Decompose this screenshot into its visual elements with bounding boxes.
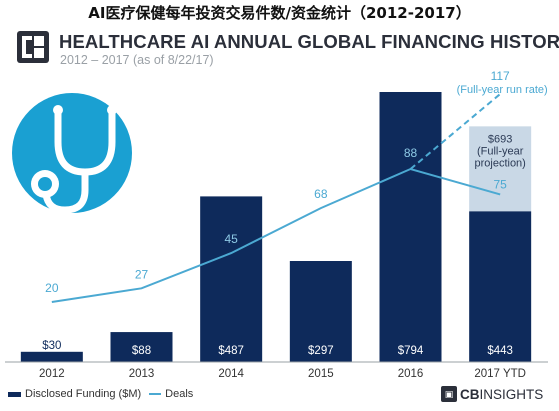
x-tick-label: 2012 (39, 368, 65, 380)
funding-bar (379, 92, 442, 362)
legend-swatch-deals (149, 393, 162, 396)
funding-bar (200, 196, 263, 362)
funding-data-label: $297 (308, 345, 334, 357)
funding-bar (289, 261, 352, 362)
page-title: AI医疗保健每年投资交易件数/资金统计（2012-2017） (88, 4, 471, 22)
cbinsights-brand: ▣ CBINSIGHTS (441, 386, 544, 403)
deals-line (51, 167, 501, 303)
legend-label-funding: Disclosed Funding ($M) (25, 388, 142, 401)
projection-label-line: projection) (474, 157, 525, 169)
deals-data-label: 45 (224, 232, 238, 246)
projection-label-line: (Full-year (477, 145, 524, 157)
cbinsights-logo-icon (17, 31, 49, 63)
x-tick-label: 2016 (398, 368, 424, 380)
deals-data-label: 20 (45, 281, 59, 295)
deals-data-label: 68 (314, 187, 328, 201)
x-tick-label: 2014 (218, 368, 244, 380)
funding-data-label: $794 (398, 345, 424, 357)
x-tick-label: 2017 YTD (474, 368, 526, 380)
funding-bar (20, 351, 83, 362)
projection-bar-2017 (469, 126, 532, 212)
stethoscope-icon (12, 93, 132, 214)
projection-label-line: $693 (488, 133, 512, 145)
funding-data-label: $30 (42, 340, 61, 352)
funding-data-label: $487 (218, 345, 244, 357)
brand-prefix: CB (460, 386, 480, 402)
legend-label-deals: Deals (165, 388, 194, 401)
funding-bar (110, 332, 173, 362)
chart-subtitle: 2012 – 2017 (as of 8/22/17) (60, 53, 214, 67)
deals-runrate-value: 117 (491, 69, 510, 83)
deals-runrate-note: (Full-year run rate) (457, 84, 548, 96)
chart-title: HEALTHCARE AI ANNUAL GLOBAL FINANCING HI… (59, 31, 559, 52)
funding-data-label: $443 (487, 345, 513, 357)
deals-data-label: 75 (493, 177, 507, 191)
brand-suffix: INSIGHTS (479, 386, 544, 402)
deals-data-label: 27 (135, 267, 149, 281)
cbinsights-mini-logo-icon: ▣ (441, 386, 457, 403)
funding-bar (469, 211, 532, 362)
legend-swatch-funding (8, 391, 21, 397)
x-tick-label: 2015 (308, 368, 334, 380)
deals-data-label: 88 (404, 146, 418, 160)
funding-data-label: $88 (132, 345, 151, 357)
chart-legend: Disclosed Funding ($M) Deals (8, 388, 193, 402)
x-tick-label: 2013 (129, 368, 155, 380)
